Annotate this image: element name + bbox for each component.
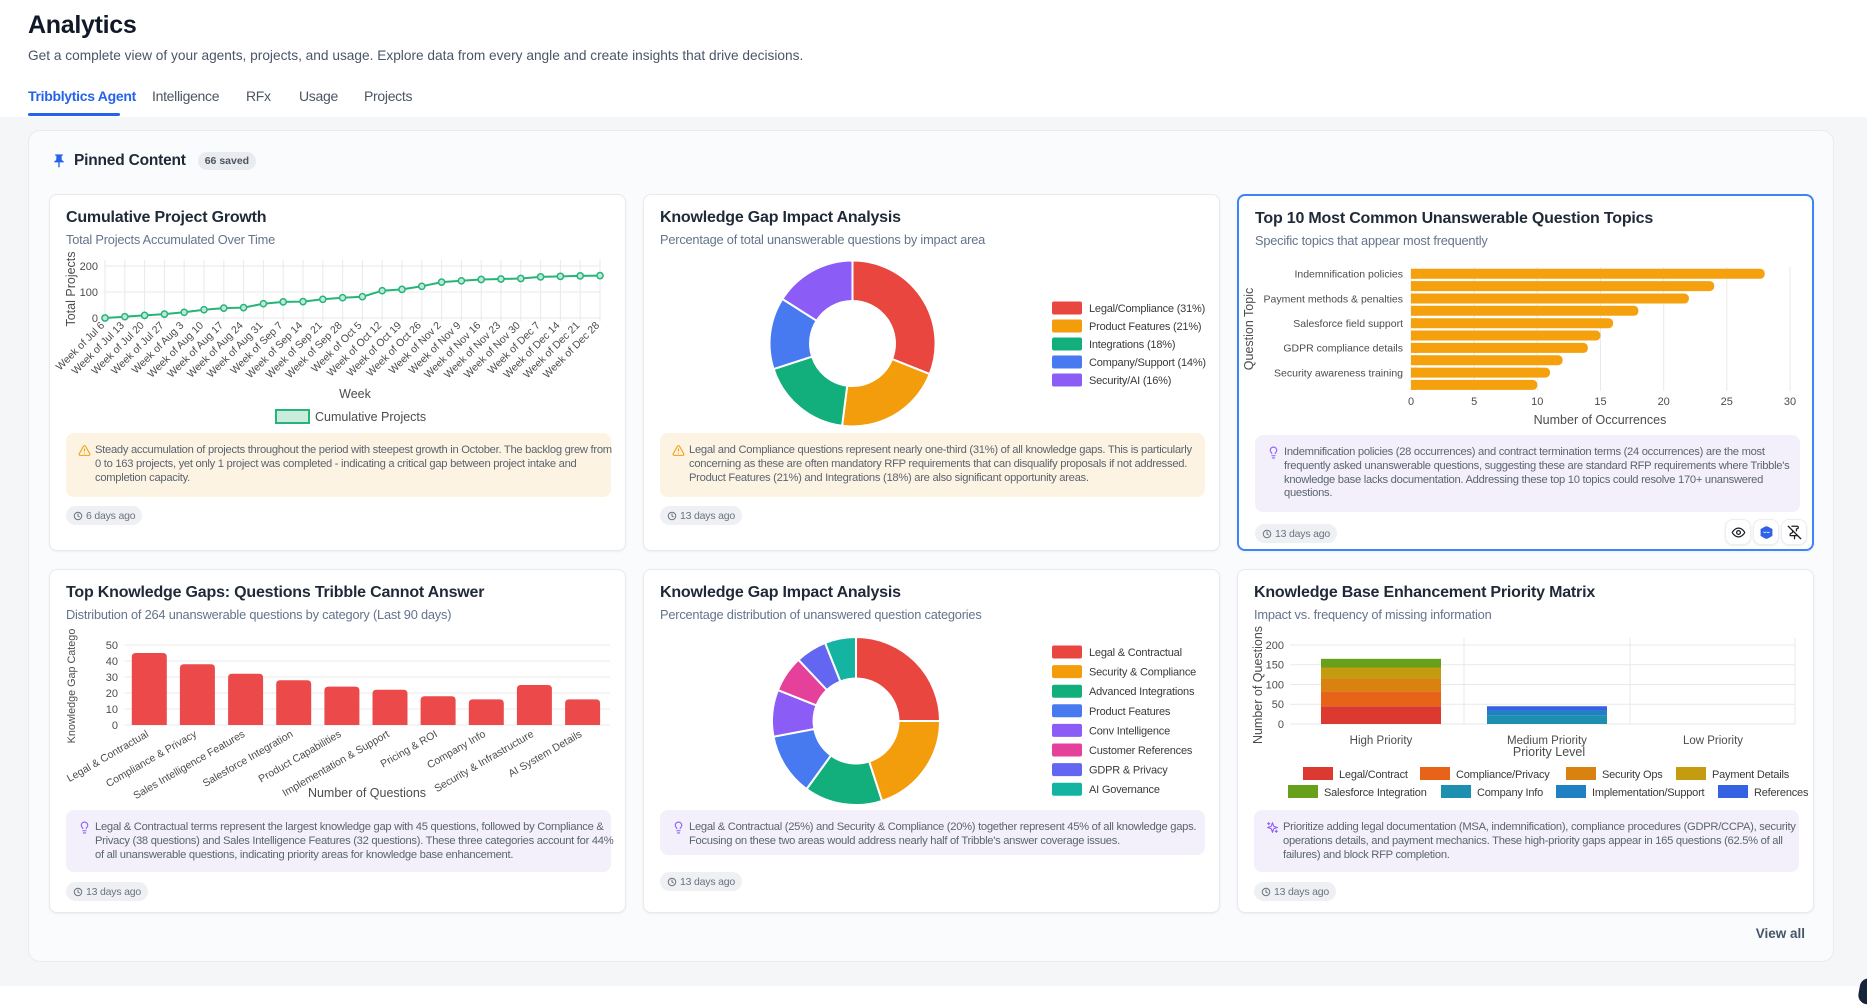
svg-text:50: 50 <box>106 640 118 652</box>
svg-text:High Priority: High Priority <box>1350 735 1413 747</box>
svg-text:Product Features (21%): Product Features (21%) <box>1089 321 1201 333</box>
svg-text:Security & Compliance: Security & Compliance <box>1089 667 1196 679</box>
svg-text:Legal/Compliance (31%): Legal/Compliance (31%) <box>1089 303 1205 315</box>
svg-text:Week: Week <box>339 387 371 401</box>
svg-text:Customer References: Customer References <box>1089 745 1193 757</box>
svg-text:100: 100 <box>80 287 98 299</box>
svg-text:Conv Intelligence: Conv Intelligence <box>1089 725 1170 737</box>
svg-text:10: 10 <box>106 704 118 716</box>
svg-text:Payment Details: Payment Details <box>1712 769 1790 781</box>
svg-text:Low Priority: Low Priority <box>1683 735 1743 747</box>
svg-text:Compliance/Privacy: Compliance/Privacy <box>1456 769 1550 781</box>
svg-text:Number of Questions: Number of Questions <box>1251 626 1265 744</box>
svg-text:Indemnification policies: Indemnification policies <box>1294 269 1403 281</box>
svg-text:Priority Level: Priority Level <box>1513 745 1585 759</box>
svg-text:GDPR & Privacy: GDPR & Privacy <box>1089 765 1168 777</box>
svg-text:Security Ops: Security Ops <box>1602 769 1663 781</box>
svg-text:Product Features: Product Features <box>1089 706 1171 718</box>
svg-text:Cumulative Projects: Cumulative Projects <box>315 410 426 424</box>
svg-text:Number of Questions: Number of Questions <box>308 786 426 800</box>
svg-text:Number of Occurrences: Number of Occurrences <box>1534 413 1667 427</box>
svg-text:30: 30 <box>106 672 118 684</box>
svg-text:0: 0 <box>112 720 118 732</box>
svg-text:25: 25 <box>1721 396 1733 408</box>
svg-text:Medium Priority: Medium Priority <box>1507 735 1587 747</box>
svg-text:Knowledge Gap Catego: Knowledge Gap Catego <box>66 629 78 744</box>
svg-text:AI Governance: AI Governance <box>1089 784 1160 796</box>
svg-text:200: 200 <box>80 261 98 273</box>
svg-text:40: 40 <box>106 656 118 668</box>
svg-text:30: 30 <box>1784 396 1796 408</box>
svg-text:Salesforce Integration: Salesforce Integration <box>1324 787 1427 799</box>
svg-text:Advanced Integrations: Advanced Integrations <box>1089 686 1195 698</box>
svg-text:150: 150 <box>1266 660 1284 672</box>
svg-text:Security awareness training: Security awareness training <box>1274 367 1403 379</box>
svg-text:Legal & Contractual: Legal & Contractual <box>1089 647 1182 659</box>
svg-text:Integrations (18%): Integrations (18%) <box>1089 339 1175 351</box>
svg-text:20: 20 <box>106 688 118 700</box>
svg-text:Company Info: Company Info <box>1477 787 1543 799</box>
svg-text:GDPR compliance details: GDPR compliance details <box>1283 343 1403 355</box>
svg-text:10: 10 <box>1531 396 1543 408</box>
svg-text:References: References <box>1754 787 1809 799</box>
svg-text:100: 100 <box>1266 679 1284 691</box>
svg-text:Salesforce Integration: Salesforce Integration <box>201 728 296 790</box>
svg-text:Payment methods & penalties: Payment methods & penalties <box>1264 293 1404 305</box>
svg-text:50: 50 <box>1272 699 1284 711</box>
svg-text:200: 200 <box>1266 640 1284 652</box>
svg-text:0: 0 <box>1278 719 1284 731</box>
svg-text:0: 0 <box>1408 396 1414 408</box>
svg-text:Question Topic: Question Topic <box>1242 288 1256 370</box>
svg-text:0: 0 <box>92 313 98 325</box>
svg-text:Implementation/Support: Implementation/Support <box>1592 787 1705 799</box>
svg-text:Legal/Contract: Legal/Contract <box>1339 769 1408 781</box>
svg-text:Total Projects: Total Projects <box>64 251 78 326</box>
svg-text:Company/Support (14%): Company/Support (14%) <box>1089 357 1206 369</box>
svg-text:5: 5 <box>1471 396 1477 408</box>
svg-text:20: 20 <box>1658 396 1670 408</box>
svg-text:Salesforce field support: Salesforce field support <box>1293 318 1403 330</box>
svg-text:Security/AI (16%): Security/AI (16%) <box>1089 375 1171 387</box>
svg-text:15: 15 <box>1594 396 1606 408</box>
